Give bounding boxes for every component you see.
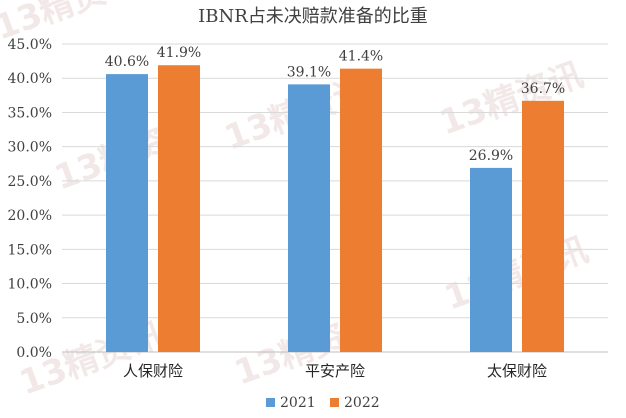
bar-2022-0 [158,65,200,353]
legend-swatch [330,398,339,407]
y-tick-label: 10.0% [8,277,52,293]
legend-swatch [266,398,275,407]
bar-value-label: 26.9% [469,148,513,164]
y-tick-label: 30.0% [8,140,52,156]
bar-labels: 40.6% 41.9% 39.1% 41.4% 26.9% 36.7% [105,45,565,164]
bar-2021-0 [106,74,148,353]
gridlines [62,43,608,353]
watermark-text: 13精资讯 [439,230,593,319]
bar-2022-1 [340,68,382,352]
chart-title: IBNR占未决赔款准备的比重 [198,6,428,27]
y-tick-label: 5.0% [16,311,52,327]
x-category-label: 太保财险 [487,362,547,380]
y-tick-label: 20.0% [8,208,52,224]
bar-2022-2 [522,100,564,352]
bar-value-label: 41.9% [157,45,201,61]
x-axis-labels: 人保财险 平安产险 太保财险 [123,362,547,380]
y-tick-label: 15.0% [8,242,52,258]
bar-value-label: 39.1% [287,64,331,80]
legend-label: 2022 [344,395,380,411]
x-category-label: 平安产险 [305,362,365,380]
bar-2021-2 [470,167,512,352]
y-axis-ticks: 0.0% 5.0% 10.0% 15.0% 20.0% 25.0% 30.0% 35.0% 40… [8,37,52,361]
bar-2021-1 [288,84,330,352]
bar-value-label: 41.4% [339,49,383,65]
legend-label: 2021 [280,395,316,411]
y-tick-label: 40.0% [8,71,52,87]
bar-value-label: 40.6% [105,54,149,70]
bars [106,65,564,353]
x-category-label: 人保财险 [123,362,183,380]
watermark-text: 13精资讯 [434,55,588,144]
legend: 2021 2022 [266,395,380,411]
y-tick-label: 35.0% [8,105,52,121]
y-tick-label: 45.0% [8,37,52,53]
y-tick-label: 0.0% [16,345,52,361]
y-tick-label: 25.0% [8,174,52,190]
bar-value-label: 36.7% [521,81,565,97]
